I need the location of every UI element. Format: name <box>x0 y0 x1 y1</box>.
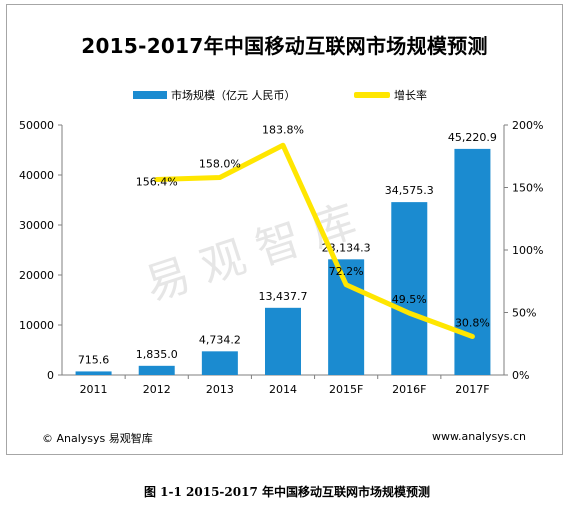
bar-value-label: 1,835.0 <box>136 348 178 361</box>
bar-2012 <box>138 365 175 375</box>
legend-line-swatch <box>354 92 390 98</box>
growth-value-label: 72.2% <box>329 265 364 278</box>
chart-title: 2015-2017年中国移动互联网市场规模预测 <box>81 34 488 58</box>
bar-2011 <box>75 371 112 375</box>
legend-bar-label: 市场规模（亿元 人民币） <box>171 89 296 102</box>
growth-rate-line <box>154 142 475 339</box>
growth-point-2015F <box>345 284 347 286</box>
y-left-tick-label: 10000 <box>19 319 54 332</box>
growth-value-label: 183.8% <box>262 123 304 136</box>
y-right-tick-label: 150% <box>512 182 543 195</box>
bar-value-label: 23,134.3 <box>322 241 371 254</box>
y-left-tick-label: 40000 <box>19 169 54 182</box>
y-left-tick-label: 30000 <box>19 219 54 232</box>
figure-caption: 图 1-1 2015-2017 年中国移动互联网市场规模预测 <box>144 485 430 499</box>
bar-2013 <box>201 351 238 375</box>
y-left-tick-label: 0 <box>47 369 54 382</box>
bar-value-label: 13,437.7 <box>259 290 308 303</box>
bar-value-label: 4,734.2 <box>199 333 241 346</box>
growth-point-2016F <box>408 312 410 314</box>
y-right-tick-label: 200% <box>512 119 543 132</box>
legend-line-label: 增长率 <box>394 89 427 102</box>
bar-2014 <box>265 307 301 375</box>
x-tick-label: 2015F <box>329 383 363 396</box>
footer-copyright: © Analysys 易观智库 <box>42 432 153 445</box>
growth-point-2013 <box>219 177 221 178</box>
growth-value-label: 49.5% <box>392 293 427 306</box>
bar-2016F <box>391 202 428 375</box>
x-tick-label: 2014 <box>269 383 297 396</box>
x-tick-label: 2012 <box>143 383 171 396</box>
bar-2017F <box>454 148 491 375</box>
y-right-tick-label: 0% <box>512 369 529 382</box>
y-left-tick-label: 50000 <box>19 119 54 132</box>
x-tick-label: 2017F <box>455 383 489 396</box>
legend-item-market-size: 市场规模（亿元 人民币） <box>133 87 296 103</box>
y-left-tick-label: 20000 <box>19 269 54 282</box>
growth-value-label: 158.0% <box>199 158 241 171</box>
bar-value-label: 715.6 <box>78 353 110 366</box>
bar-value-label: 34,575.3 <box>385 184 434 197</box>
growth-point-2014 <box>282 144 284 146</box>
x-tick-label: 2016F <box>392 383 426 396</box>
growth-value-label: 30.8% <box>455 317 490 330</box>
y-right-tick-label: 100% <box>512 244 543 257</box>
legend-item-growth-rate: 增长率 <box>354 87 427 103</box>
growth-value-label: 156.4% <box>136 176 178 189</box>
growth-point-2012 <box>156 179 158 180</box>
bar-2015F <box>328 259 365 375</box>
bar-value-label: 45,220.9 <box>448 131 497 144</box>
growth-point-2017F <box>471 336 473 337</box>
legend-bar-swatch <box>133 91 167 99</box>
x-tick-label: 2013 <box>206 383 234 396</box>
footer-website: www.analysys.cn <box>432 430 526 443</box>
x-tick-label: 2011 <box>80 383 108 396</box>
y-right-tick-label: 50% <box>512 307 536 320</box>
